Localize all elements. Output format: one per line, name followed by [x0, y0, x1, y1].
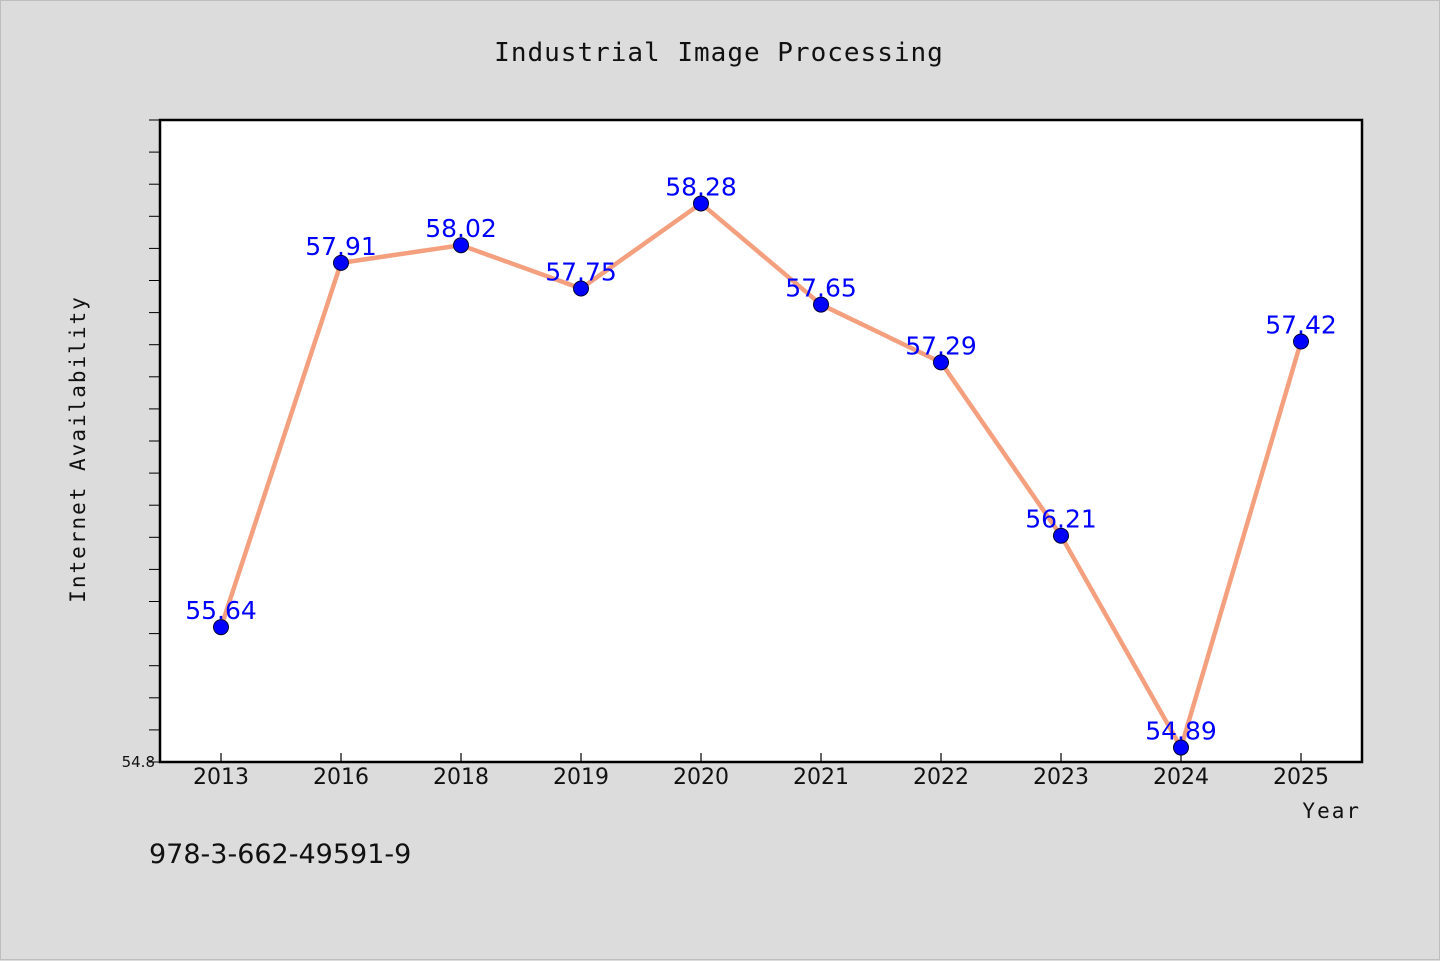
data-point — [1173, 739, 1189, 756]
data-point — [213, 619, 229, 636]
data-point — [573, 280, 589, 297]
chart-title: Industrial Image Processing — [494, 38, 944, 68]
x-tick-label: 2013 — [193, 765, 249, 790]
data-point — [1053, 527, 1069, 544]
data-label: 54.89 — [1145, 717, 1217, 746]
x-tick-label: 2024 — [1153, 765, 1209, 790]
data-label: 57.65 — [785, 274, 857, 303]
x-axis-ticks: 2013 2016 2018 2019 2020 2021 2022 2023 2024 2025 — [193, 753, 1329, 790]
x-tick-label: 2025 — [1273, 765, 1329, 790]
x-tick-label: 2022 — [913, 765, 969, 790]
data-point — [453, 237, 469, 254]
data-label: 57.29 — [905, 331, 977, 360]
data-point — [693, 195, 709, 212]
x-tick-label: 2018 — [433, 765, 489, 790]
data-markers — [213, 195, 1309, 756]
x-tick-label: 2021 — [793, 765, 849, 790]
data-label: 57.42 — [1265, 310, 1337, 339]
series-line — [218, 201, 1304, 750]
y-axis-title: Internet Availability — [66, 295, 90, 603]
data-point — [1293, 333, 1309, 350]
plot-area — [158, 118, 1364, 764]
data-label: 58.02 — [425, 214, 497, 243]
y-tick-label: 54.8 — [122, 753, 155, 771]
data-labels: 55.64 57.91 58.02 57.75 58.28 57.65 57.29 56.21… — [185, 172, 1337, 745]
x-tick-label: 2016 — [313, 765, 369, 790]
data-point — [933, 354, 949, 371]
data-label: 57.75 — [545, 258, 617, 287]
data-point — [333, 254, 349, 271]
data-label: 58.28 — [665, 172, 737, 201]
isbn-footnote: 978-3-662-49591-9 — [149, 839, 411, 870]
data-label: 57.91 — [305, 232, 377, 261]
x-tick-label: 2020 — [673, 765, 729, 790]
x-tick-label: 2023 — [1033, 765, 1089, 790]
data-point — [813, 296, 829, 313]
data-label: 55.64 — [185, 596, 257, 625]
x-tick-label: 2019 — [553, 765, 609, 790]
y-axis-ticks: 54.8 — [122, 119, 160, 771]
x-axis-title: Year — [1302, 799, 1361, 823]
data-label: 56.21 — [1025, 505, 1097, 534]
